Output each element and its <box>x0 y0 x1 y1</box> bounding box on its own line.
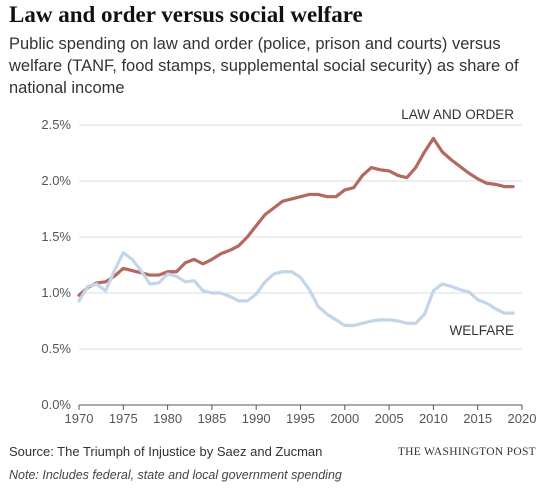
y-tick-label: 0.5% <box>41 341 71 356</box>
x-tick-label: 1975 <box>109 411 138 426</box>
chart-subtitle: Public spending on law and order (police… <box>9 35 519 97</box>
y-tick-label: 1.5% <box>41 229 71 244</box>
x-tick-label: 2000 <box>330 411 359 426</box>
axes: 0.0% 0.5% 1.0% 1.5% 2.0% 2.5% 1970 1975 1980 1985… <box>41 117 536 426</box>
x-tick-label: 2020 <box>508 411 537 426</box>
gridlines <box>79 124 522 350</box>
y-tick-label: 2.5% <box>41 117 71 132</box>
y-tick-label: 1.0% <box>41 285 71 300</box>
series-line-law-and-order <box>77 136 515 297</box>
y-tick-label: 0.0% <box>41 397 71 412</box>
x-tick-label: 2015 <box>463 411 492 426</box>
x-tick-label: 1995 <box>286 411 315 426</box>
y-tick-label: 2.0% <box>41 173 71 188</box>
footnote: Note: Includes federal, state and local … <box>9 468 342 482</box>
series-label-welfare: WELFARE <box>449 323 514 338</box>
series-lines <box>77 136 515 328</box>
x-tick-label: 1970 <box>65 411 94 426</box>
series-line-welfare <box>77 251 515 328</box>
series-label-law-and-order: LAW AND ORDER <box>401 107 514 122</box>
source-note: Source: The Triumph of Injustice by Saez… <box>9 444 323 459</box>
x-tick-label: 1980 <box>153 411 182 426</box>
series-labels: LAW AND ORDER WELFARE <box>401 107 514 338</box>
publisher-credit: THE WASHINGTON POST <box>397 446 536 458</box>
x-tick-label: 1985 <box>197 411 226 426</box>
x-tick-label: 1990 <box>242 411 271 426</box>
x-tick-label: 2010 <box>419 411 448 426</box>
x-tick-label: 2005 <box>375 411 404 426</box>
chart-title: Law and order versus social welfare <box>9 2 363 27</box>
